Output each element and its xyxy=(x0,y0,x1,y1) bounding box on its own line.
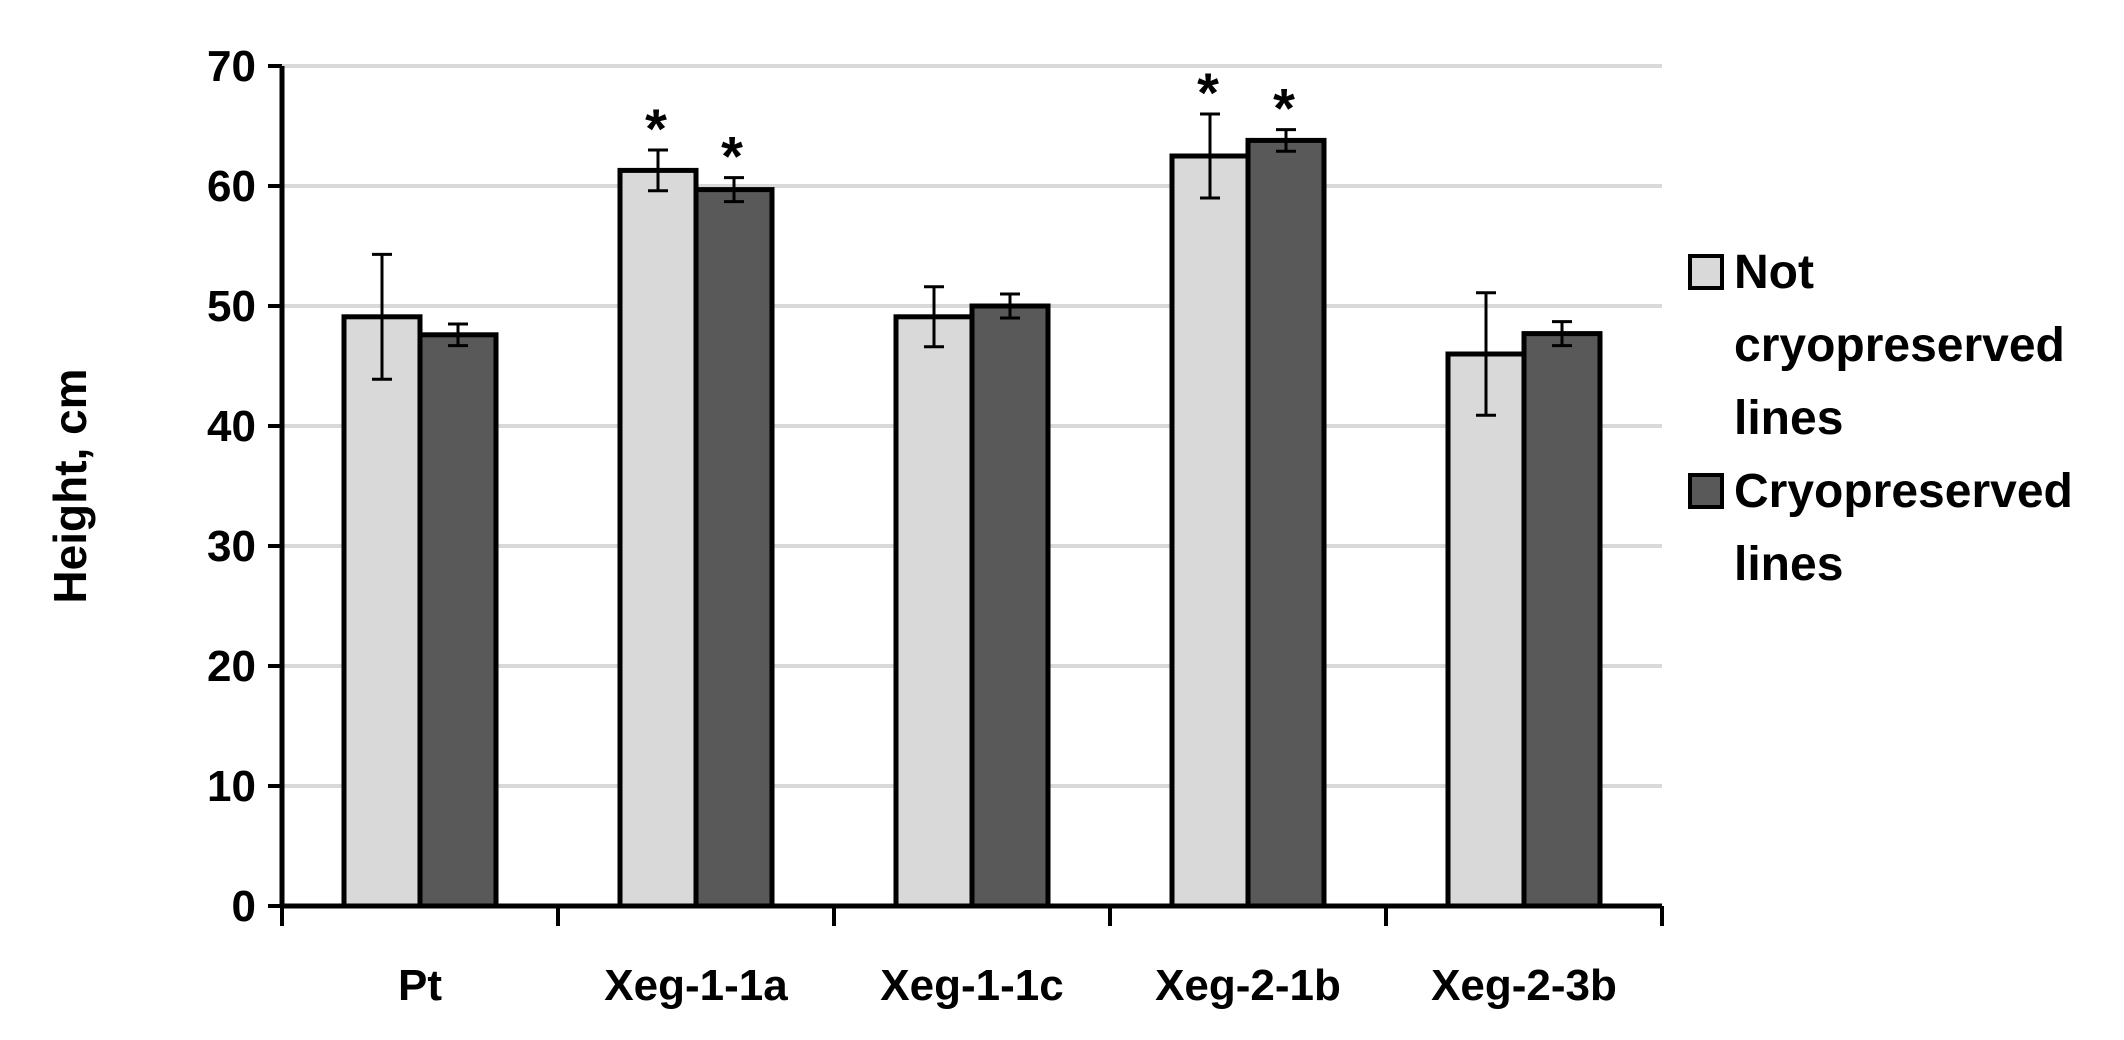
y-tick-label: 40 xyxy=(207,402,256,451)
x-tick-label: Xeg-1-1c xyxy=(880,961,1063,1010)
bar-not-cryopreserved-Pt xyxy=(341,314,423,909)
y-tick-label: 50 xyxy=(207,282,256,331)
bar-cryopreserved-Pt xyxy=(417,332,499,909)
bar-cryopreserved-Xeg-1-1a xyxy=(693,187,775,909)
y-tick-label: 30 xyxy=(207,522,256,571)
y-tick-label: 20 xyxy=(207,642,256,691)
y-tick-label: 0 xyxy=(232,882,256,931)
bar-cryopreserved-Xeg-2-1b xyxy=(1245,137,1327,909)
legend-label: cryopreserved xyxy=(1734,319,2065,372)
x-tick-label: Xeg-1-1a xyxy=(604,961,788,1010)
y-tick-label: 60 xyxy=(207,162,256,211)
legend-swatch-cryopreserved xyxy=(1688,473,1724,509)
legend-swatch-not-cryopreserved xyxy=(1688,254,1724,290)
significance-star: * xyxy=(1197,61,1219,124)
x-tick-label: Xeg-2-3b xyxy=(1431,961,1617,1010)
bar-not-cryopreserved-Xeg-2-1b xyxy=(1169,153,1251,909)
y-axis-title: Height, cm xyxy=(44,368,96,603)
x-tick-label: Pt xyxy=(398,961,442,1010)
legend-label: lines xyxy=(1734,538,1843,591)
legend-label: lines xyxy=(1734,392,1843,445)
bar-cryopreserved-Xeg-1-1c xyxy=(969,303,1051,909)
significance-star: * xyxy=(645,97,667,160)
significance-star: * xyxy=(1273,77,1295,140)
legend-label: Cryopreserved xyxy=(1734,465,2073,518)
y-tick-label: 10 xyxy=(207,762,256,811)
x-tick-label: Xeg-2-1b xyxy=(1155,961,1341,1010)
significance-star: * xyxy=(721,125,743,188)
y-tick-label: 70 xyxy=(207,42,256,91)
bar-not-cryopreserved-Xeg-1-1c xyxy=(893,314,975,909)
bar-not-cryopreserved-Xeg-1-1a xyxy=(617,167,699,909)
bar-not-cryopreserved-Xeg-2-3b xyxy=(1445,351,1527,909)
bar-cryopreserved-Xeg-2-3b xyxy=(1521,331,1603,909)
legend-label: Not xyxy=(1734,246,1814,299)
